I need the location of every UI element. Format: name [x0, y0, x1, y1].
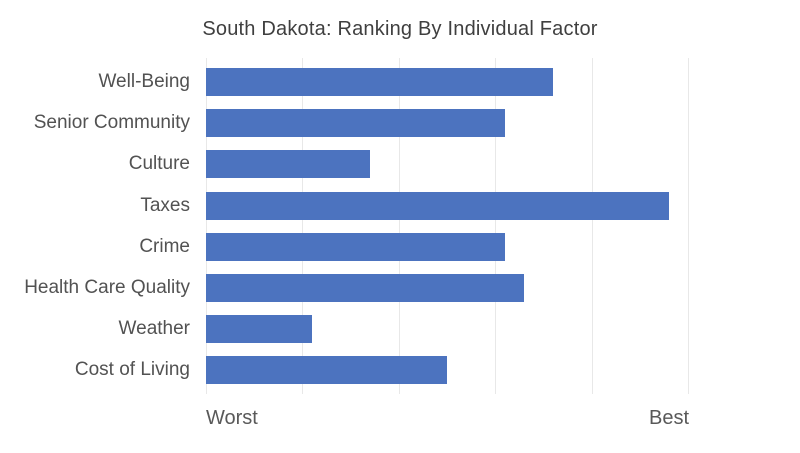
- gridline-40: [591, 58, 593, 394]
- bar-health-care-quality: [206, 274, 525, 302]
- bar-weather: [206, 315, 313, 344]
- bar-taxes: [206, 191, 669, 220]
- gridline-20: [398, 58, 400, 394]
- bar-senior-community: [206, 109, 505, 138]
- category-label-health-care-quality: Health Care Quality: [24, 277, 190, 298]
- plot-area: [206, 58, 780, 394]
- bar-cost-of-living: [206, 356, 447, 385]
- x-axis-label-worst: Worst: [206, 407, 258, 429]
- bar-crime: [206, 232, 505, 261]
- category-label-weather: Weather: [118, 318, 190, 340]
- gridline-30: [495, 58, 497, 394]
- category-label-cost-of-living: Cost of Living: [74, 359, 190, 381]
- category-labels: Well-Being Senior Community Culture Taxes Cr…: [0, 58, 190, 394]
- gridline-0: [206, 58, 207, 394]
- bar-well-being: [206, 68, 554, 96]
- bar-culture: [206, 150, 370, 179]
- category-label-senior-community: Senior Community: [33, 112, 190, 134]
- gridline-10: [302, 58, 304, 394]
- gridline-50: [688, 58, 689, 394]
- x-axis-label-best: Best: [648, 407, 690, 429]
- category-label-crime: Crime: [139, 235, 190, 257]
- category-label-taxes: Taxes: [140, 194, 190, 216]
- chart-title: South Dakota: Ranking By Individual Fact…: [202, 18, 598, 40]
- category-label-well-being: Well-Being: [98, 71, 190, 92]
- category-label-culture: Culture: [128, 153, 190, 175]
